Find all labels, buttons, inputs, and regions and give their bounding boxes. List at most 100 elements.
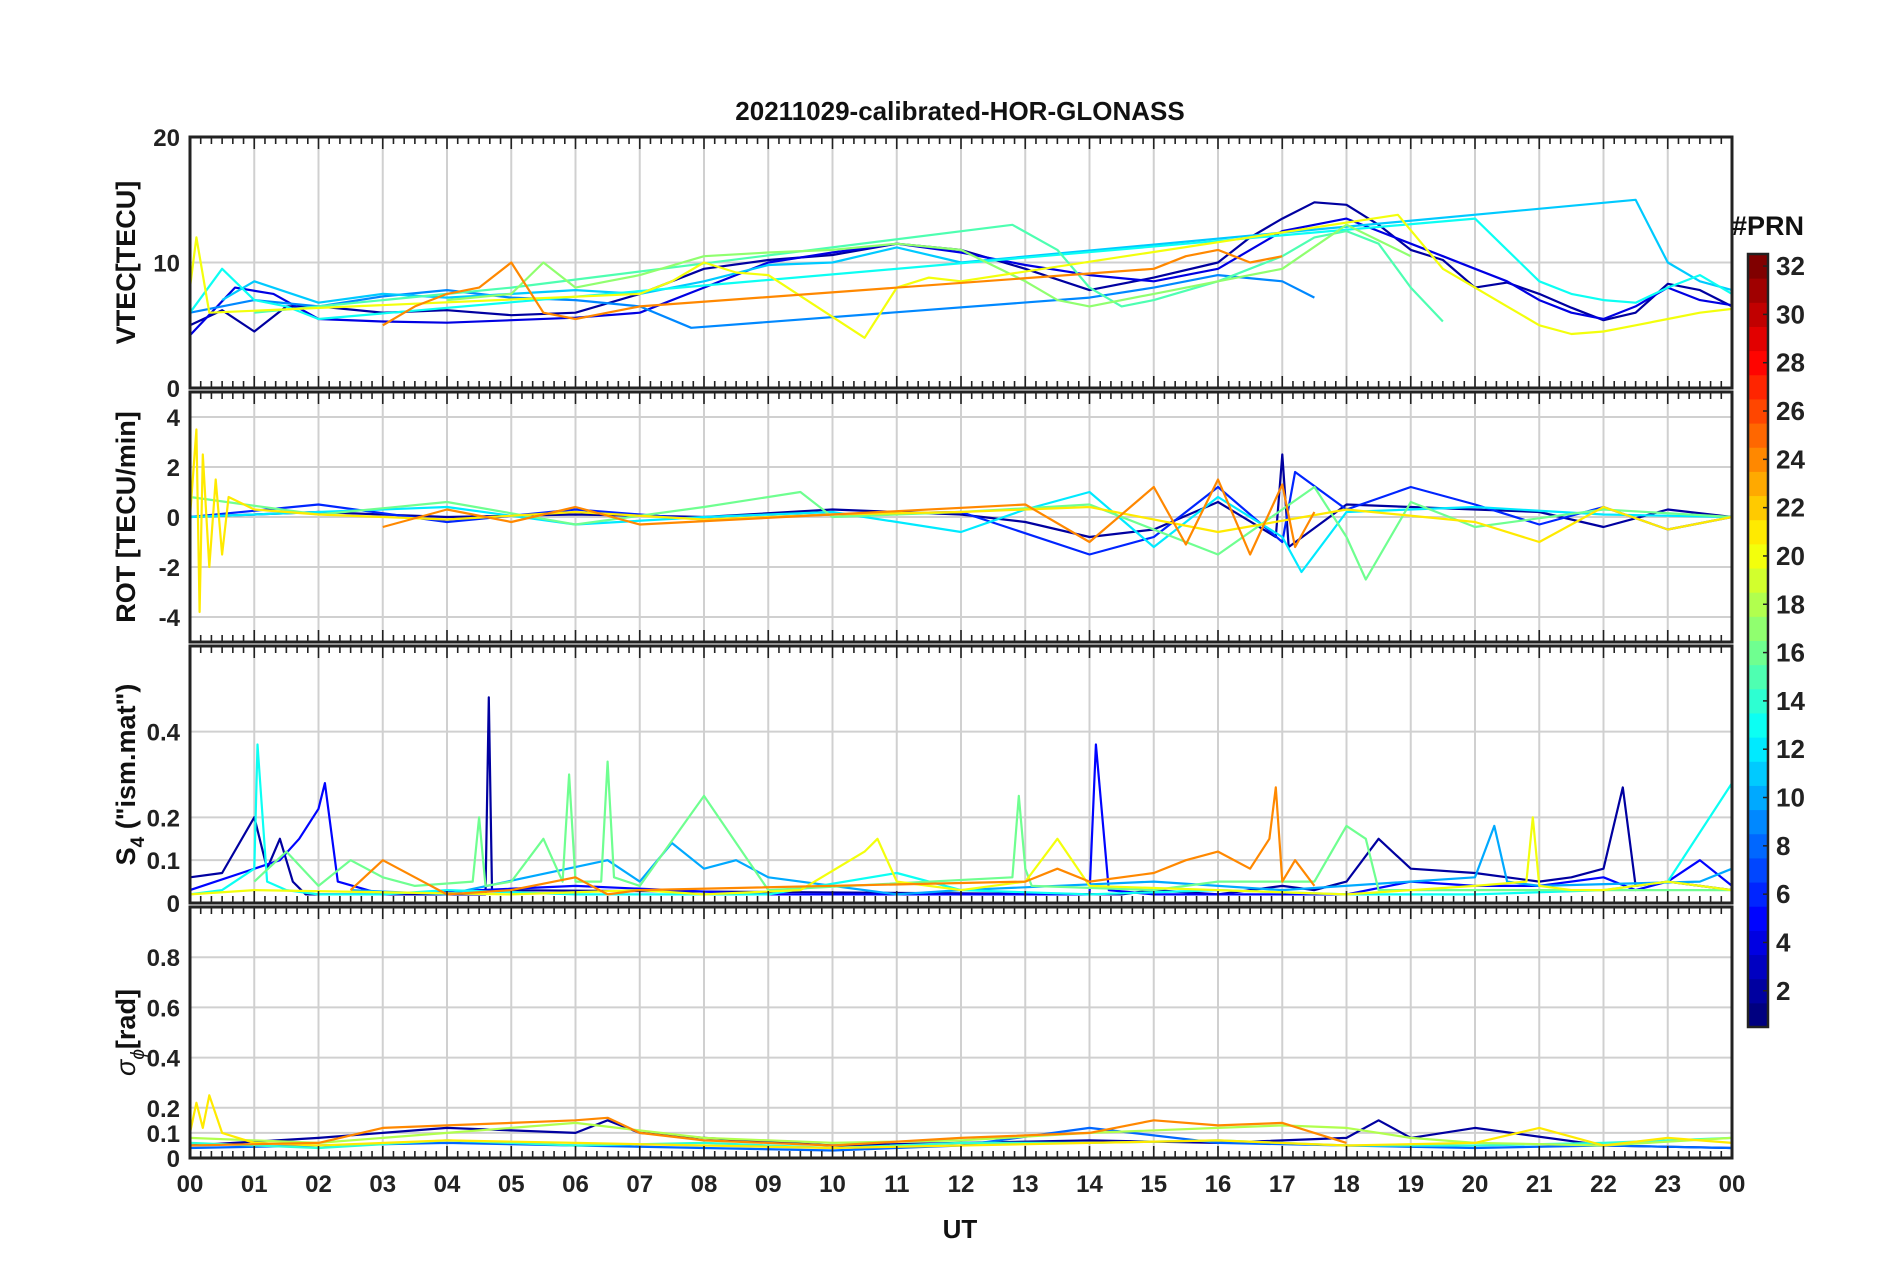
x-axis-label: UT (943, 1214, 978, 1244)
series-line-prn-13 (189, 217, 1733, 321)
colorbar-segment (1748, 471, 1768, 497)
series-line-prn-24 (189, 1116, 1347, 1147)
colorbar-tick-label: 26 (1776, 396, 1805, 426)
colorbar-segment (1748, 543, 1768, 569)
colorbar-segment (1748, 664, 1768, 690)
colorbar-segment (1748, 857, 1768, 883)
colorbar-segment (1748, 737, 1768, 762)
x-tick-label: 15 (1140, 1171, 1167, 1198)
x-tick-label: 10 (819, 1171, 846, 1198)
y-tick-label: -4 (159, 605, 181, 632)
y-tick-label: -2 (159, 555, 180, 582)
x-tick-label: 17 (1269, 1171, 1296, 1198)
colorbar-tick-label: 10 (1776, 783, 1805, 813)
colorbar-tick-label: 30 (1776, 299, 1805, 329)
y-axis-label: ROT [TECU/min] (111, 411, 141, 622)
colorbar-frame (1746, 252, 1770, 1029)
y-tick-label: 0.2 (147, 805, 180, 832)
x-tick-label: 04 (434, 1171, 461, 1198)
x-tick-label: 18 (1333, 1171, 1360, 1198)
colorbar-segment (1748, 954, 1768, 980)
y-tick-label: 0.4 (147, 1046, 181, 1073)
series-line-prn-11 (221, 198, 1733, 304)
x-tick-label: 07 (626, 1171, 653, 1198)
colorbar-segment (1748, 616, 1768, 641)
colorbar-tick-label: 16 (1776, 638, 1805, 668)
series-line-prn-17 (446, 223, 1412, 308)
colorbar-segment (1748, 712, 1768, 738)
colorbar-segment (1748, 906, 1768, 931)
x-tick-label: 14 (1076, 1171, 1103, 1198)
colorbar-tick-label: 4 (1776, 927, 1791, 957)
series-line-prn-12 (189, 490, 1733, 574)
colorbar-segment (1748, 568, 1768, 593)
series-line-prn-16 (253, 760, 1732, 892)
series-line-prn-15 (254, 223, 1444, 323)
colorbar-title: #PRN (1732, 211, 1804, 241)
x-tick-label: 22 (1590, 1171, 1617, 1198)
colorbar-tick-label: 12 (1776, 734, 1805, 764)
colorbar-segment (1748, 326, 1768, 352)
colorbar-segment (1748, 978, 1768, 1004)
x-tick-label: 03 (369, 1171, 396, 1198)
colorbar-tick-label: 18 (1776, 589, 1805, 619)
colorbar-segment (1748, 882, 1768, 907)
x-tick-label: 20 (1462, 1171, 1489, 1198)
axes-frame (188, 905, 1734, 1160)
panel-vtec: 0 10 20 VTEC[TECU] (111, 125, 1734, 403)
colorbar-segment (1748, 302, 1768, 327)
axes-frame (188, 135, 1734, 390)
colorbar-segment (1748, 278, 1768, 303)
panel-s4: 0 0.1 0.2 0.4S4 ("ism.mat") (111, 644, 1734, 918)
y-tick-label: 0 (167, 1146, 180, 1173)
series-line-prn-24 (382, 478, 1316, 556)
x-tick-label: 13 (1012, 1171, 1039, 1198)
colorbar-tick-label: 32 (1776, 251, 1805, 281)
colorbar-tick-label: 8 (1776, 831, 1790, 861)
colorbar-segment (1748, 640, 1768, 666)
colorbar-segment (1748, 592, 1768, 617)
x-tick-label: 06 (562, 1171, 589, 1198)
series-line-prn-24 (382, 248, 1283, 327)
colorbar-segment (1748, 519, 1768, 545)
colorbar-tick-label: 14 (1776, 686, 1805, 716)
y-tick-label: 0.1 (147, 1121, 180, 1148)
axes-frame (188, 390, 1734, 644)
colorbar-tick-label: 6 (1776, 879, 1790, 909)
colorbar-segment (1748, 495, 1768, 521)
series-line-prn-6 (189, 470, 1733, 556)
y-tick-label: 0.6 (147, 995, 180, 1022)
chart-title: 20211029-calibrated-HOR-GLONASS (735, 96, 1184, 126)
minor-ticks (189, 392, 1733, 642)
axes-frame (188, 644, 1734, 905)
series-line-prn-13 (189, 743, 1733, 896)
series-line-prn-20 (188, 213, 1733, 339)
x-tick-label: 00 (1719, 1171, 1746, 1198)
y-tick-label: 10 (153, 251, 180, 278)
colorbar-segment (1748, 1002, 1768, 1028)
y-tick-label: 4 (167, 405, 181, 432)
x-tick-label: 12 (948, 1171, 975, 1198)
colorbar-segment (1748, 785, 1768, 811)
colorbar-segment (1748, 423, 1768, 448)
colorbar-segment (1748, 350, 1768, 376)
colorbar-segment (1748, 809, 1768, 835)
y-tick-label: 0 (167, 505, 180, 532)
colorbar-tick-label: 22 (1776, 493, 1805, 523)
colorbar-tick-label: 20 (1776, 541, 1805, 571)
panel-rot: -4 -2 0 2 4 ROT [TECU/min] (111, 390, 1734, 644)
colorbar-segment (1748, 688, 1768, 714)
y-tick-label: 2 (167, 455, 180, 482)
colorbar-tick-label: 28 (1776, 348, 1805, 378)
x-tick-label: 09 (755, 1171, 782, 1198)
x-tick-label: 16 (1205, 1171, 1232, 1198)
y-axis-label: S4 ("ism.mat") (111, 684, 149, 866)
x-tick-label: 19 (1397, 1171, 1424, 1198)
panel-sigma_phi: 00.10.2 0.4 0.6 0.8 σϕ[rad] 00 01 02 03 04 05 06 07 0… (111, 905, 1746, 1198)
colorbar-segment (1748, 374, 1768, 400)
y-tick-label: 0.1 (147, 848, 180, 875)
x-tick-label: 11 (884, 1171, 909, 1198)
